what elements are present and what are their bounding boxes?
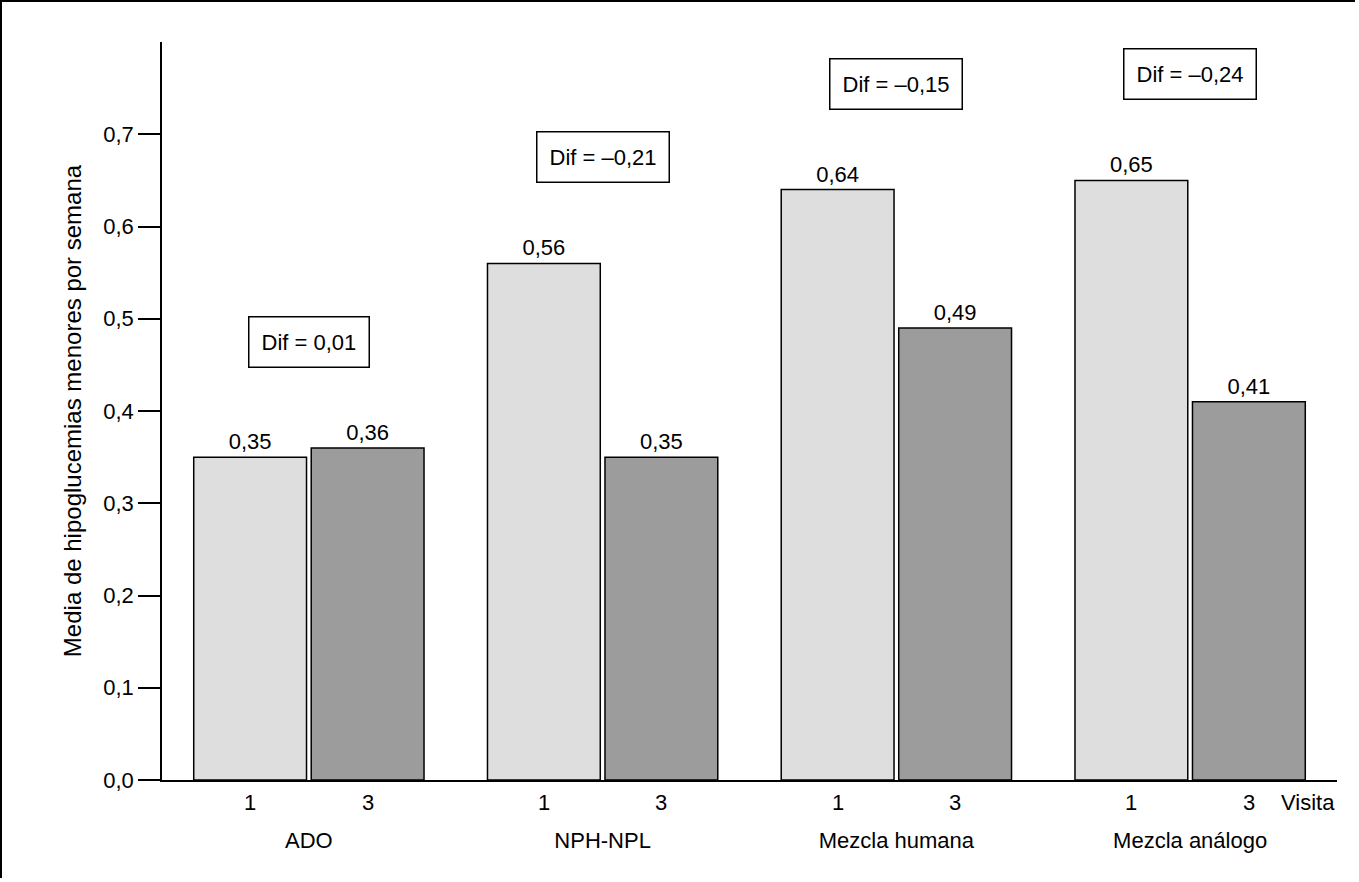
svg-text:3: 3 [362,790,374,815]
svg-text:3: 3 [655,790,667,815]
svg-text:0,35: 0,35 [640,429,683,454]
svg-text:0,56: 0,56 [522,235,565,260]
svg-text:1: 1 [1125,790,1137,815]
svg-text:0,41: 0,41 [1227,374,1270,399]
svg-text:1: 1 [832,790,844,815]
svg-text:NPH-NPL: NPH-NPL [554,828,651,853]
svg-text:Mezcla humana: Mezcla humana [819,828,975,853]
svg-text:0,4: 0,4 [103,399,134,424]
svg-text:0,5: 0,5 [103,306,134,331]
svg-text:3: 3 [1243,790,1255,815]
svg-text:0,65: 0,65 [1110,152,1153,177]
svg-text:0,64: 0,64 [816,162,859,187]
svg-text:0,7: 0,7 [103,122,134,147]
svg-text:0,2: 0,2 [103,583,134,608]
svg-text:Dif = –0,24: Dif = –0,24 [1137,62,1244,87]
svg-text:Visita: Visita [1281,790,1335,815]
svg-text:Mezcla análogo: Mezcla análogo [1113,828,1267,853]
svg-text:0,36: 0,36 [346,420,389,445]
svg-text:Dif = 0,01: Dif = 0,01 [262,330,357,355]
svg-text:Dif = –0,21: Dif = –0,21 [550,145,657,170]
svg-text:ADO: ADO [285,828,333,853]
svg-text:0,3: 0,3 [103,491,134,516]
svg-text:0,35: 0,35 [229,429,272,454]
svg-text:1: 1 [244,790,256,815]
svg-text:0,1: 0,1 [103,675,134,700]
svg-text:0,49: 0,49 [934,300,977,325]
svg-text:0,0: 0,0 [103,768,134,793]
svg-text:0,6: 0,6 [103,214,134,239]
svg-text:Media de hipoglucemias menores: Media de hipoglucemias menores por seman… [59,164,86,657]
svg-text:1: 1 [538,790,550,815]
svg-text:Dif = –0,15: Dif = –0,15 [843,72,950,97]
svg-text:3: 3 [949,790,961,815]
